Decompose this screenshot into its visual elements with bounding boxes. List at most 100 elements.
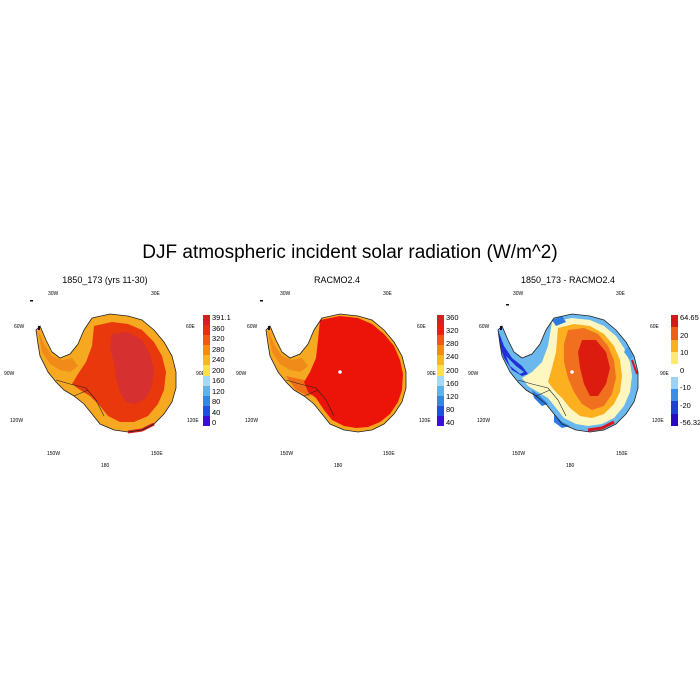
colorbar-swatch bbox=[671, 327, 678, 341]
lon-label-150w: 150W bbox=[512, 451, 526, 457]
lon-label-120e: 120E bbox=[419, 418, 431, 424]
colorbar-tick-label: 240 bbox=[212, 355, 225, 364]
colorbar-tick-label: 280 bbox=[212, 344, 225, 354]
grounding-line bbox=[55, 379, 105, 417]
map-difference bbox=[497, 304, 639, 433]
colorbar-swatch bbox=[203, 405, 210, 417]
colorbar-swatch bbox=[203, 335, 210, 346]
lon-label-60w: 60W bbox=[14, 324, 25, 330]
lon-label-120w: 120W bbox=[477, 418, 491, 424]
colorbar-swatch bbox=[437, 355, 444, 366]
lon-label-180: 180 bbox=[566, 463, 575, 469]
lon-label-60e: 60E bbox=[650, 324, 659, 330]
colorbar-swatch bbox=[203, 355, 210, 366]
colorbar-swatch bbox=[437, 365, 444, 377]
lon-label-90w: 90W bbox=[236, 371, 247, 377]
colorbar-tick-label: 360 bbox=[446, 313, 459, 322]
colorbar-tick-label: 40 bbox=[446, 418, 455, 427]
colorbar-tick-label: 240 bbox=[446, 352, 459, 362]
map-racmo bbox=[260, 300, 407, 433]
lon-label-150e: 150E bbox=[616, 451, 628, 457]
colorbar-swatch bbox=[203, 365, 210, 377]
coastline bbox=[265, 313, 407, 433]
lon-label-150e: 150E bbox=[383, 451, 395, 457]
colorbar-tick-label: 200 bbox=[212, 365, 225, 375]
colorbar-model: 391.1 360 320 280 240 200 160 120 80 40 0 bbox=[203, 314, 231, 427]
lon-label-30e: 30E bbox=[616, 291, 625, 297]
colorbar-tick-label: 360 bbox=[212, 323, 225, 333]
colorbar-tick-label: 160 bbox=[446, 378, 459, 388]
colorbar-swatch bbox=[671, 401, 678, 415]
grounding-line bbox=[285, 379, 335, 417]
lon-label-60w: 60W bbox=[247, 324, 258, 330]
colorbar-swatch bbox=[203, 345, 210, 356]
colorbar-tick-label: 0 bbox=[212, 418, 217, 427]
colorbar-tick-label: 0 bbox=[680, 365, 685, 375]
colorbar-tick-label: 40 bbox=[212, 407, 221, 417]
colorbar-tick-label: 391.1 bbox=[212, 313, 231, 322]
lon-label-90e: 90E bbox=[427, 371, 436, 377]
lon-label-150w: 150W bbox=[47, 451, 61, 457]
colorbar-tick-label: 200 bbox=[446, 365, 459, 375]
colorbar-swatch bbox=[437, 385, 444, 397]
lon-label-90e: 90E bbox=[196, 371, 205, 377]
colorbar-swatch bbox=[437, 315, 444, 326]
lon-label-90e: 90E bbox=[660, 371, 669, 377]
panel-title-difference: 1850_173 - RACMO2.4 bbox=[520, 275, 616, 285]
lon-label-120w: 120W bbox=[10, 418, 24, 424]
coastline bbox=[35, 313, 177, 433]
colorbar-swatch bbox=[203, 415, 210, 427]
colorbar-swatch bbox=[671, 413, 678, 427]
peninsula bbox=[268, 330, 308, 372]
colorbar-swatch bbox=[203, 325, 210, 336]
colorbar-swatch bbox=[437, 405, 444, 417]
lon-label-30e: 30E bbox=[151, 291, 160, 297]
colorbar-tick-label: 80 bbox=[446, 404, 455, 414]
colorbar-tick-label: -20 bbox=[680, 400, 691, 410]
colorbar-swatch bbox=[437, 335, 444, 346]
coastline bbox=[497, 313, 639, 433]
figure-title: DJF atmospheric incident solar radiation… bbox=[142, 242, 558, 263]
lon-label-180: 180 bbox=[101, 463, 110, 469]
lon-label-30w: 30W bbox=[280, 291, 291, 297]
colorbar-swatch bbox=[203, 385, 210, 397]
colorbar-swatch bbox=[671, 389, 678, 402]
diff-core bbox=[578, 340, 610, 396]
lon-label-90w: 90W bbox=[468, 371, 479, 377]
colorbar-swatch bbox=[437, 325, 444, 336]
colorbar-swatch bbox=[203, 395, 210, 407]
panel-title-racmo: RACMO2.4 bbox=[313, 275, 360, 285]
colorbar-swatch bbox=[437, 375, 444, 387]
colorbar-tick-label: 320 bbox=[212, 334, 225, 343]
lon-label-30w: 30W bbox=[48, 291, 59, 297]
colorbar-racmo: 360 320 280 240 200 160 120 80 40 bbox=[437, 314, 459, 427]
lon-label-150w: 150W bbox=[280, 451, 294, 457]
colorbar-swatch bbox=[671, 339, 678, 353]
colorbar-swatch bbox=[671, 352, 678, 365]
colorbar-tick-label: 20 bbox=[680, 330, 689, 340]
lon-label-60w: 60W bbox=[479, 324, 490, 330]
colorbar-tick-label: 120 bbox=[446, 391, 459, 401]
colorbar-tick-label: 320 bbox=[446, 326, 459, 336]
panel-title-model: 1850_173 (yrs 11-30) bbox=[62, 275, 148, 285]
colorbar-swatch bbox=[437, 395, 444, 407]
lon-label-120e: 120E bbox=[187, 418, 199, 424]
colorbar-tick-label: 64.65 bbox=[680, 313, 699, 322]
lon-label-90w: 90W bbox=[4, 371, 15, 377]
interior bbox=[304, 316, 403, 428]
peninsula bbox=[38, 330, 78, 372]
lon-label-120w: 120W bbox=[245, 418, 259, 424]
lon-label-30e: 30E bbox=[383, 291, 392, 297]
lon-label-150e: 150E bbox=[151, 451, 163, 457]
colorbar-swatch bbox=[671, 376, 678, 390]
colorbar-tick-label: -10 bbox=[680, 383, 691, 392]
colorbar-swatch bbox=[437, 345, 444, 356]
colorbar-tick-label: 10 bbox=[680, 348, 689, 357]
plateau bbox=[110, 332, 154, 404]
colorbar-swatch bbox=[671, 364, 678, 378]
lon-label-60e: 60E bbox=[186, 324, 195, 330]
colorbar-tick-label: 120 bbox=[212, 386, 225, 396]
colorbar-swatch bbox=[203, 315, 210, 326]
lon-label-60e: 60E bbox=[417, 324, 426, 330]
colorbar-swatch bbox=[203, 375, 210, 387]
